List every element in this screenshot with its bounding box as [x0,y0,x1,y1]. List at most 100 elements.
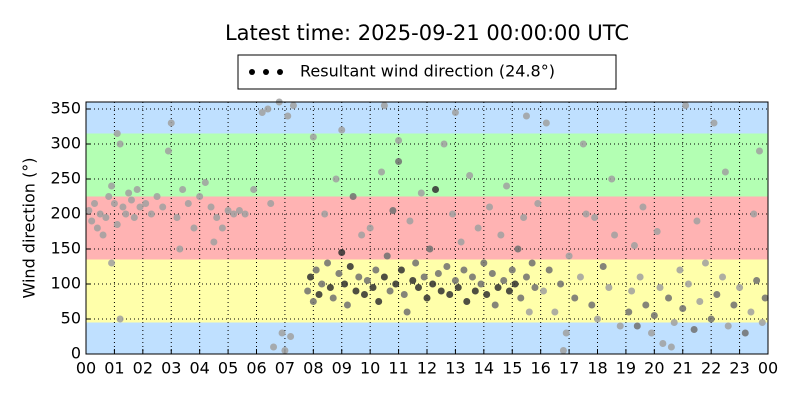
legend-box [237,54,617,90]
data-point [477,280,485,288]
data-point [363,277,371,284]
data-point [466,172,474,179]
data-point [142,200,150,207]
data-point [241,210,249,218]
data-point [213,214,221,221]
x-tick-label: 15 [502,359,522,378]
data-point [105,193,113,200]
data-point [582,210,590,218]
data-point [258,109,266,116]
x-tick-label: 18 [587,359,607,378]
data-point [758,319,766,326]
data-point [358,231,366,239]
data-point [591,214,599,221]
chart-title: Latest time: 2025-09-21 00:00:00 UTC [225,21,629,45]
legend-marker [277,69,283,75]
data-point [480,259,488,267]
data-point [633,322,641,330]
data-point [369,284,377,291]
data-point [309,133,317,141]
data-point [201,179,209,186]
data-point [750,210,758,218]
data-point [710,119,718,127]
data-point [682,102,690,109]
data-point [594,315,601,323]
data-point [318,280,326,288]
x-tick-label: 08 [303,359,323,378]
data-point [676,266,684,274]
data-point [386,287,394,295]
data-point [352,287,360,295]
data-point [99,231,107,239]
data-point [736,284,744,291]
data-point [486,203,494,211]
data-point [741,329,749,337]
data-point [338,126,346,134]
data-point [270,343,278,351]
data-point [343,301,351,309]
data-point [724,322,732,330]
data-point [406,217,414,225]
data-point [616,322,624,330]
data-point [500,277,508,284]
data-point [383,252,391,260]
data-point [108,182,116,190]
data-point [125,189,133,197]
data-point [326,284,334,291]
data-point [522,112,530,120]
data-point [508,266,516,274]
data-point [491,301,499,309]
y-tick-label: 250 [50,169,81,188]
data-point [397,266,405,274]
data-point [659,340,667,347]
data-point [110,200,118,207]
y-tick-label: 300 [50,134,81,153]
data-point [85,207,93,214]
y-tick-label: 50 [61,309,81,328]
data-point [96,210,104,218]
legend-label: Resultant wind direction (24.8°) [300,62,555,81]
y-tick-label: 200 [50,204,81,223]
data-point [667,343,675,351]
x-tick-label: 07 [275,359,295,378]
data-point [119,203,127,211]
data-point [224,207,232,214]
data-point [341,280,349,288]
data-point [287,333,295,340]
data-point [130,214,138,221]
data-point [116,315,124,323]
data-point [395,137,403,144]
data-point [679,305,687,312]
data-point [647,329,655,337]
data-point [628,287,636,295]
data-point [497,231,505,239]
data-point [395,158,403,165]
data-point [412,259,420,267]
y-tick-label: 0 [71,344,81,363]
data-point [375,298,383,305]
data-point [324,259,332,267]
data-point [108,259,116,267]
x-tick-label: 00 [758,359,778,378]
data-point [656,284,664,291]
data-point [451,277,459,284]
data-point [321,210,329,218]
data-point [463,298,471,305]
data-point [599,263,607,270]
data-point [102,214,110,221]
data-point [190,224,198,232]
data-point [250,186,258,193]
x-tick-label: 01 [104,359,124,378]
data-point [278,329,286,337]
data-point [440,140,448,148]
data-point [409,277,417,284]
data-point [392,280,400,288]
data-point [449,210,457,218]
x-tick-label: 16 [530,359,550,378]
data-point [281,347,289,354]
x-tick-label: 02 [133,359,153,378]
x-tick-label: 09 [332,359,352,378]
data-point [329,294,337,302]
data-point [437,287,445,295]
